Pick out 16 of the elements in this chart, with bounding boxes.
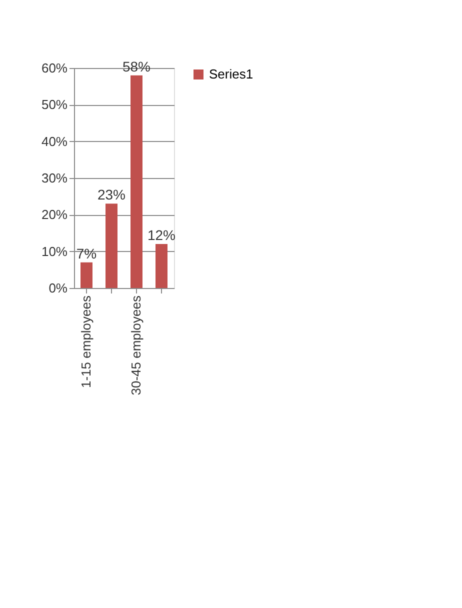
y-tick-label: 50% (41, 97, 68, 112)
y-tick-label: 40% (41, 134, 68, 149)
bar (130, 75, 142, 288)
bar (80, 262, 92, 288)
y-tick-label: 10% (41, 244, 68, 259)
x-tick-label: 1-15 employees (78, 295, 94, 388)
y-tick-label: 60% (41, 60, 68, 76)
bar (156, 244, 168, 288)
legend-label: Series1 (209, 66, 254, 82)
bar (106, 204, 118, 288)
y-tick-label: 20% (41, 207, 68, 222)
data-label: 12% (147, 227, 176, 243)
y-tick-label: 0% (48, 280, 68, 296)
x-tick-label: 30-45 employees (128, 295, 144, 396)
y-tick-label: 30% (41, 170, 68, 186)
data-label: 23% (97, 186, 126, 203)
